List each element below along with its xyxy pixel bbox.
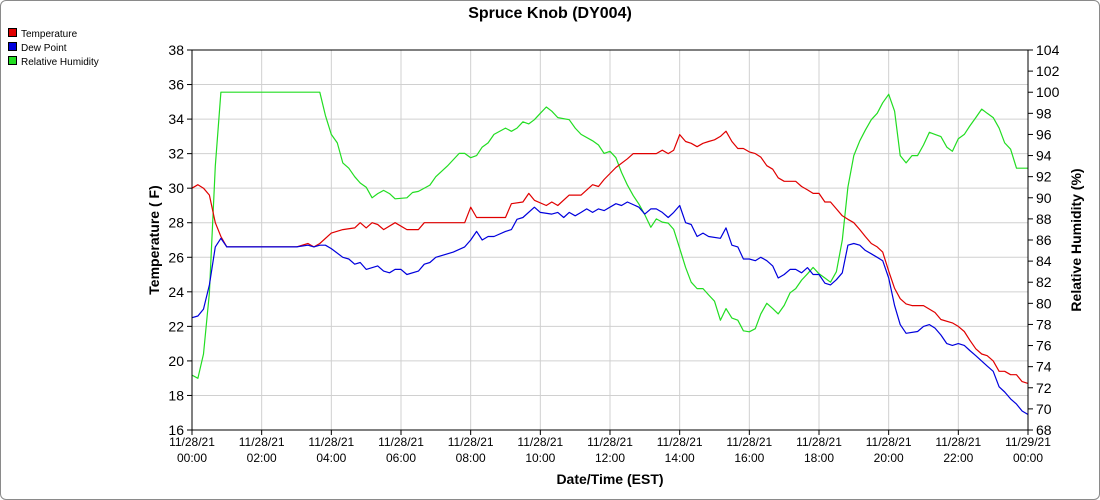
y2-tick-label: 88 [1036,211,1052,227]
y2-tick-label: 90 [1036,190,1052,206]
legend-swatch-relative-humidity [8,56,17,65]
x-tick-time: 00:00 [1013,451,1043,465]
y-tick-label: 26 [168,249,184,265]
y-tick-label: 24 [168,284,184,300]
y-tick-label: 18 [168,387,184,403]
legend-item-dew-point: Dew Point [8,42,99,56]
x-tick-date: 11/28/21 [169,435,215,449]
x-tick-time: 18:00 [804,451,834,465]
x-tick-time: 00:00 [177,451,207,465]
y2-tick-label: 82 [1036,274,1052,290]
x-tick-date: 11/28/21 [587,435,633,449]
y2-tick-label: 78 [1036,316,1052,332]
x-tick-time: 22:00 [943,451,973,465]
series-line-relative-humidity [191,91,1028,379]
y2-tick-label: 76 [1036,338,1052,354]
x-tick-date: 11/28/21 [866,435,912,449]
grid [191,49,1029,431]
chart-title: Spruce Knob (DY004) [468,5,632,22]
y-tick-label: 30 [168,180,184,196]
y-tick-label: 28 [168,215,184,231]
x-tick-date: 11/28/21 [657,435,703,449]
x-tick-time: 08:00 [456,451,486,465]
y2-tick-label: 92 [1036,169,1052,185]
legend-swatch-temperature [8,28,17,37]
legend: Temperature Dew Point Relative Humidity [8,28,99,70]
y2-tick-label: 68 [1036,422,1052,438]
x-tick-time: 12:00 [595,451,625,465]
y2-tick-label: 94 [1036,148,1052,164]
legend-label-relative-humidity: Relative Humidity [21,57,99,68]
series-layer [191,91,1029,416]
x-tick-date: 11/28/21 [796,435,842,449]
y2-axis-label: Relative Humidity (%) [1068,168,1084,311]
x-tick-time: 14:00 [665,451,695,465]
y2-tick-label: 96 [1036,126,1052,142]
x-tick-time: 16:00 [734,451,764,465]
x-tick-date: 11/28/21 [308,435,354,449]
x-tick-date: 11/28/21 [239,435,285,449]
x-tick-date: 11/28/21 [448,435,494,449]
y2-tick-label: 104 [1036,42,1060,58]
legend-swatch-dew-point [8,42,17,51]
x-tick-date: 11/28/21 [726,435,772,449]
y-tick-label: 34 [168,111,184,127]
series-line-temperature [191,130,1029,384]
x-tick-date: 11/28/21 [517,435,563,449]
y2-tick-label: 102 [1036,63,1060,79]
y2-axis-ticks: 68 70 72 74 76 78 80 82 84 86 88 90 92 94 96 98 100 102 10… [1028,42,1060,438]
y2-tick-label: 86 [1036,232,1052,248]
x-tick-time: 10:00 [525,451,555,465]
y-axis-ticks: 16 18 20 22 24 26 28 30 32 34 36 38 [168,42,192,438]
y2-tick-label: 80 [1036,295,1052,311]
y2-tick-label: 100 [1036,84,1060,100]
y-tick-label: 32 [168,146,184,162]
x-axis-label: Date/Time (EST) [556,471,663,487]
series-line-dew-point [191,201,1029,416]
x-tick-time: 20:00 [874,451,904,465]
x-tick-time: 06:00 [386,451,416,465]
y2-tick-label: 74 [1036,359,1052,375]
x-tick-time: 04:00 [316,451,346,465]
x-axis-ticks: 11/28/21 00:00 11/28/21 02:00 11/28/21 04:00 1… [169,430,1051,465]
y-tick-label: 36 [168,77,184,93]
y-tick-label: 16 [168,422,184,438]
legend-item-temperature: Temperature [8,28,99,42]
legend-label-temperature: Temperature [21,29,78,40]
legend-item-relative-humidity: Relative Humidity [8,56,99,70]
y2-tick-label: 84 [1036,253,1052,269]
legend-label-dew-point: Dew Point [21,43,67,54]
y2-tick-label: 72 [1036,380,1052,396]
x-tick-date: 11/28/21 [935,435,981,449]
x-tick-date: 11/29/21 [1005,435,1051,449]
x-tick-date: 11/28/21 [378,435,424,449]
x-tick-time: 02:00 [247,451,277,465]
y-tick-label: 38 [168,42,184,58]
y2-tick-label: 98 [1036,105,1052,121]
y2-tick-label: 70 [1036,401,1052,417]
y-tick-label: 22 [168,318,184,334]
y-tick-label: 20 [168,353,184,369]
y-axis-label: Temperature ( F) [146,185,162,294]
